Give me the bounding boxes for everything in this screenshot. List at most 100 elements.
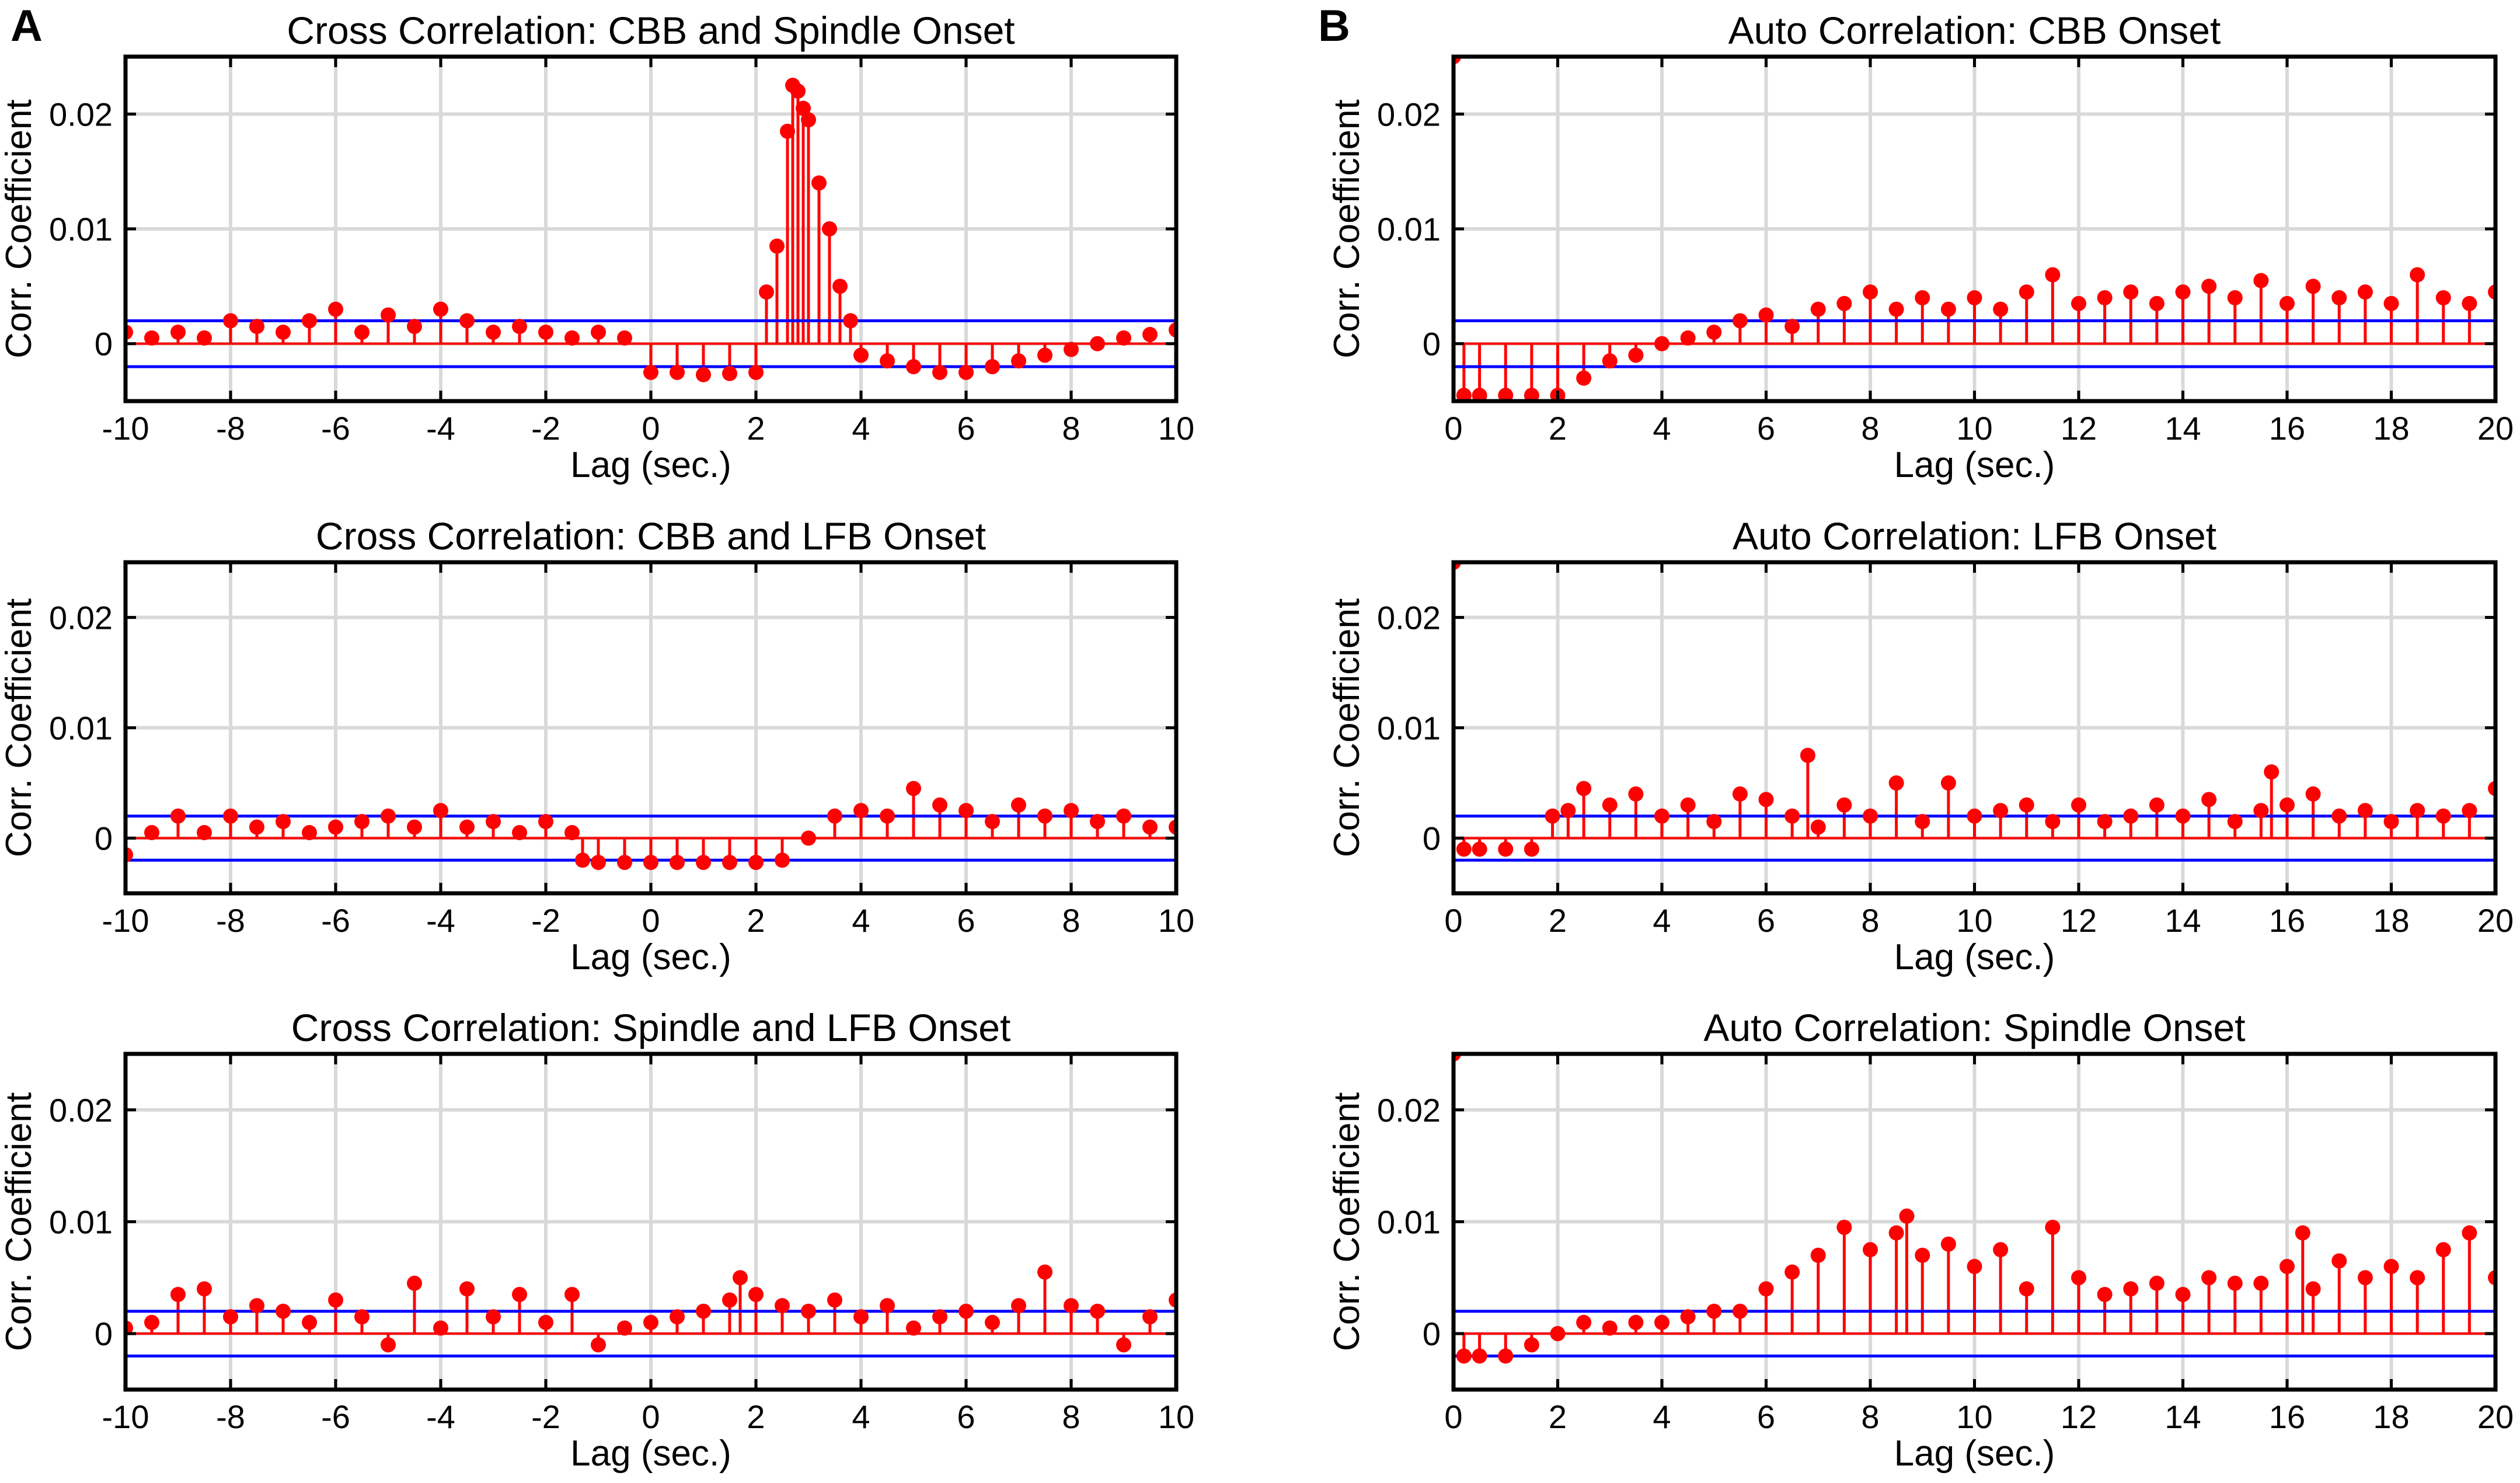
x-tick-label: 4 [852, 902, 870, 939]
x-tick-label: 20 [2477, 1398, 2514, 1435]
stem-marker [1810, 301, 1826, 317]
stem-marker [381, 1337, 396, 1353]
stem-marker [748, 855, 764, 871]
plot-area [126, 1264, 1176, 1357]
x-tick-label: 4 [1653, 902, 1671, 939]
stem-marker [1706, 814, 1722, 830]
stem-marker [2253, 273, 2269, 288]
stem-marker [354, 325, 370, 340]
y-tick-label: 0 [95, 1315, 113, 1352]
chart-5: 0 2 4 6 8 10 12 14 16 18 20 0 0.01 0.02 Auto Correlati… [1327, 514, 2514, 977]
y-axis-label: Corr. Coefficient [1327, 598, 1367, 857]
panel-letter-a: A [11, 1, 43, 51]
stem-marker [2045, 267, 2061, 283]
y-tick-label: 0.02 [49, 600, 113, 636]
stem-marker [564, 330, 580, 346]
stem-marker [1524, 841, 1539, 857]
x-tick-label: -4 [426, 902, 455, 939]
stem-marker [1836, 295, 1852, 311]
stem-marker [1967, 808, 1982, 824]
stem-marker [1560, 803, 1576, 819]
chart-2: -10 -8 -6 -4 -2 0 2 4 6 8 10 0 0.01 0.02 Cross Correla… [0, 514, 1194, 977]
stem-marker [2019, 1281, 2034, 1297]
plot-area [1454, 57, 2495, 401]
stem-marker [328, 819, 343, 835]
x-tick-label: 2 [747, 410, 765, 447]
y-axis-label: Corr. Coefficient [0, 1092, 39, 1351]
stem-marker [459, 313, 475, 329]
stem-marker [1967, 1259, 1982, 1275]
stem-marker [932, 1309, 947, 1325]
stem-marker [538, 1315, 553, 1330]
y-tick-label: 0 [1423, 1315, 1441, 1352]
y-tick-label: 0.02 [1377, 1092, 1441, 1129]
stem-marker [670, 855, 685, 871]
stem-marker [796, 100, 811, 116]
stem-marker [575, 852, 590, 868]
x-tick-label: 14 [2165, 902, 2201, 939]
stem-marker [1899, 1208, 1915, 1224]
stem-marker [197, 825, 212, 841]
stem-marker [2435, 290, 2451, 305]
stem-marker [433, 803, 448, 819]
x-tick-label: 8 [1062, 410, 1080, 447]
stem-marker [801, 112, 816, 128]
x-tick-label: 2 [1549, 902, 1567, 939]
stem-marker [880, 353, 895, 369]
x-tick-label: 18 [2373, 902, 2409, 939]
stem-marker [1940, 775, 1956, 791]
stem-marker [2357, 1270, 2373, 1286]
x-tick-label: 8 [1861, 1398, 1879, 1435]
stem-marker [1888, 1225, 1904, 1241]
stem-marker [748, 1287, 764, 1303]
stem-marker [276, 325, 291, 340]
stem-marker [1550, 1326, 1566, 1342]
stem-marker [1011, 797, 1026, 813]
stem-marker [1732, 313, 1748, 329]
stem-marker [759, 284, 774, 300]
stem-marker [1472, 388, 1487, 401]
x-tick-label: 10 [1956, 902, 1992, 939]
stem-marker [1732, 1303, 1748, 1319]
x-tick-label: 20 [2477, 902, 2514, 939]
stem-marker [1116, 330, 1131, 346]
x-tick-label: -6 [321, 410, 350, 447]
x-tick-label: 6 [1757, 1398, 1775, 1435]
stem-marker [2462, 1225, 2477, 1241]
x-tick-label: 12 [2061, 902, 2097, 939]
x-tick-label: -4 [426, 410, 455, 447]
x-tick-label: 16 [2269, 1398, 2305, 1435]
stem-marker [459, 819, 475, 835]
stem-marker [1472, 1348, 1487, 1364]
x-tick-label: 0 [1444, 410, 1462, 447]
stem-marker [853, 803, 869, 819]
chart-title: Auto Correlation: LFB Onset [1733, 514, 2216, 558]
stem-marker [1654, 336, 1669, 351]
x-tick-label: 20 [2477, 410, 2514, 447]
stem-marker [1602, 797, 1618, 813]
stem-marker [1456, 841, 1472, 857]
y-tick-label: 0.01 [49, 1204, 113, 1241]
y-tick-label: 0.02 [1377, 96, 1441, 133]
stem-marker [1576, 370, 1592, 386]
stem-marker [328, 1292, 343, 1308]
y-tick-label: 0.01 [1377, 710, 1441, 747]
stem-marker [880, 808, 895, 824]
stem-marker [354, 1309, 370, 1325]
stem-marker [2175, 1287, 2191, 1303]
x-tick-label: 0 [1444, 902, 1462, 939]
stem-marker [670, 1309, 685, 1325]
stem-marker [354, 814, 370, 830]
chart-title: Cross Correlation: Spindle and LFB Onset [291, 1006, 1011, 1049]
stem-marker [512, 319, 527, 335]
stem-marker [801, 1303, 816, 1319]
stem-marker [1498, 388, 1514, 401]
x-tick-label: 0 [642, 1398, 660, 1435]
stem-marker [1758, 1281, 1774, 1297]
y-tick-label: 0.01 [49, 710, 113, 747]
x-tick-label: 6 [957, 1398, 975, 1435]
stem-marker [643, 855, 658, 871]
y-tick-label: 0.02 [1377, 600, 1441, 636]
stem-marker [670, 364, 685, 380]
stem-marker [696, 1303, 711, 1319]
